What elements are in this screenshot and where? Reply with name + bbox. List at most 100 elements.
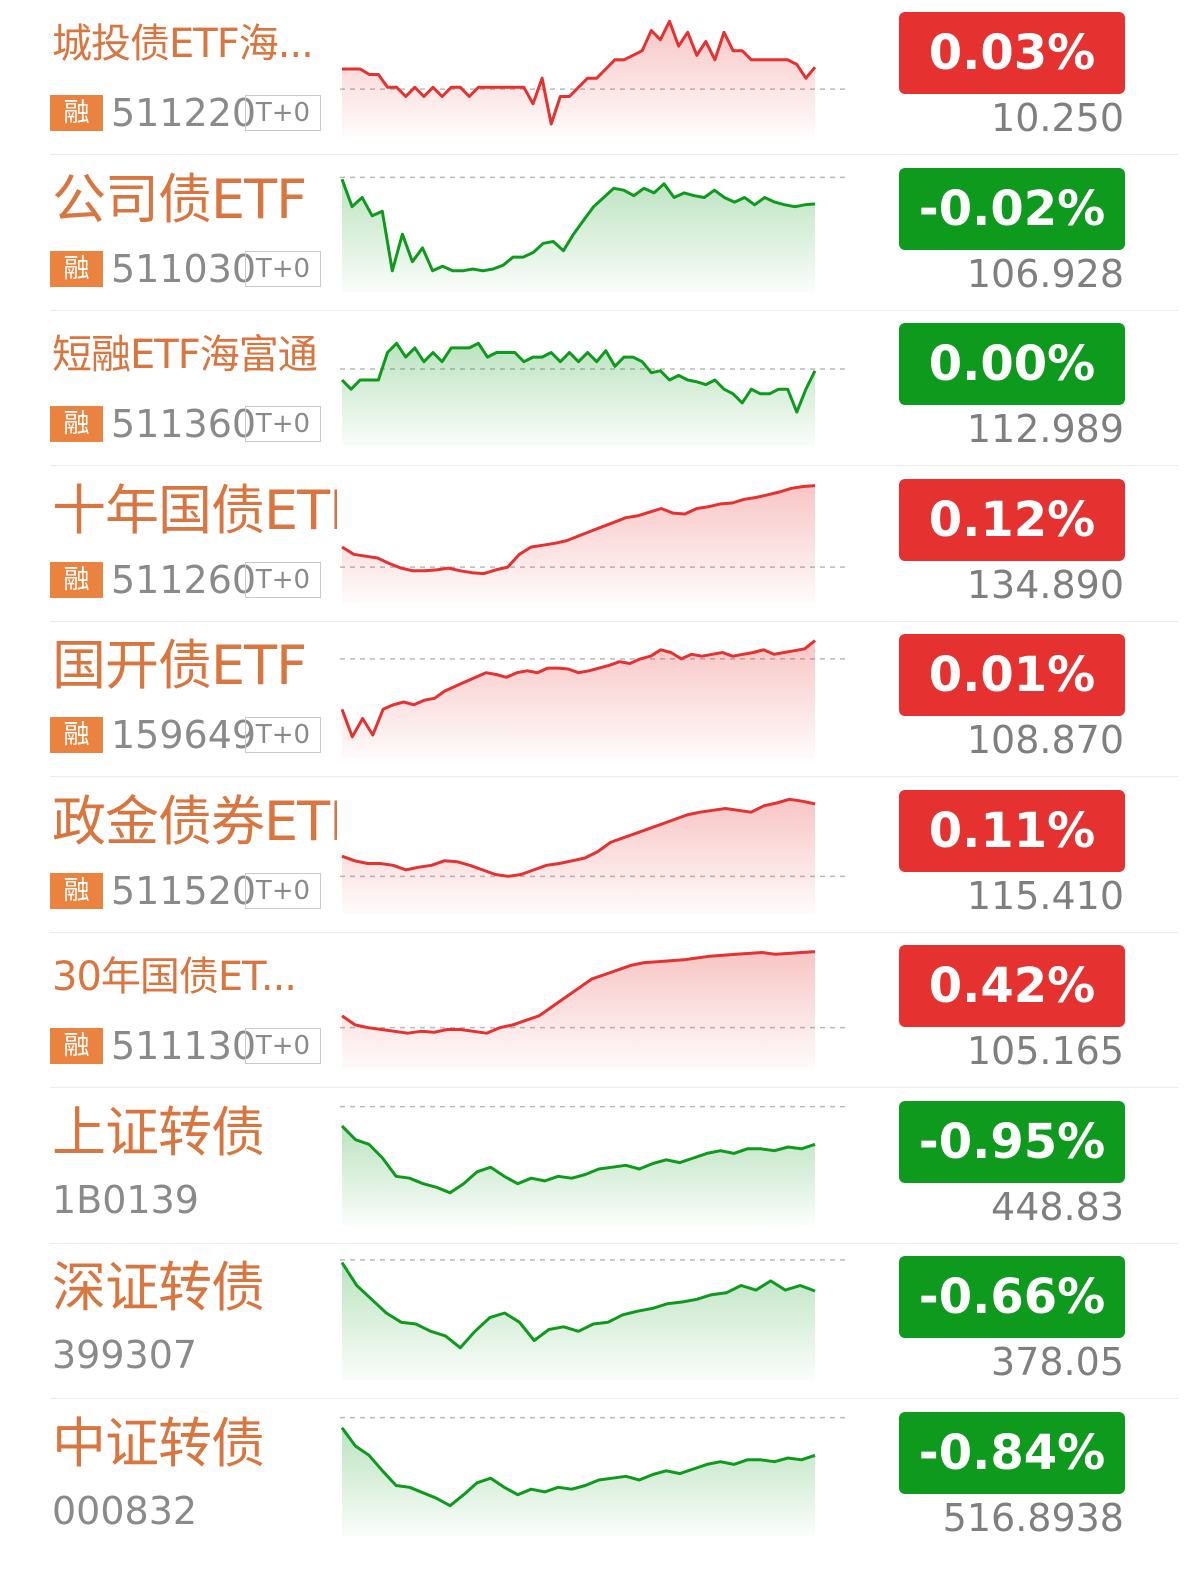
row-divider — [50, 1242, 1178, 1244]
security-code: 511260 — [111, 557, 257, 602]
security-code: 511220 — [111, 91, 257, 135]
t0-badge: T+0 — [245, 406, 321, 442]
security-name: 30年国债ET... — [52, 954, 297, 1000]
t0-badge: T+0 — [245, 250, 321, 287]
last-price: 106.928 — [966, 251, 1124, 296]
sparkline-area — [342, 640, 815, 758]
security-code: 511360 — [111, 402, 257, 446]
security-code: 1B0139 — [52, 1177, 199, 1222]
sparkline-line — [341, 483, 816, 575]
t0-badge: T+0 — [245, 561, 321, 598]
change-percent-badge[interactable]: 0.12% — [899, 478, 1125, 561]
quote-row[interactable]: 中证转债 000832 -0.84% 516.8938 — [0, 1400, 1196, 1555]
last-price: 10.250 — [991, 96, 1124, 140]
sparkline-area — [342, 178, 815, 292]
security-name: 上证转债 — [52, 1100, 265, 1164]
sparkline-line — [340, 1426, 816, 1507]
last-price: 378.05 — [991, 1340, 1124, 1384]
intraday-sparkline — [340, 950, 845, 1069]
sparkline-line — [342, 19, 817, 126]
last-price: 516.8938 — [942, 1495, 1124, 1540]
sparkline-line — [340, 1124, 816, 1194]
intraday-sparkline — [340, 1259, 845, 1380]
row-divider — [50, 620, 1178, 622]
security-code: 159649 — [111, 713, 257, 757]
row-divider — [50, 465, 1178, 466]
row-divider — [50, 931, 1178, 933]
quote-row[interactable]: 上证转债 1B0139 -0.95% 448.83 — [0, 1089, 1196, 1244]
sparkline-area — [342, 951, 815, 1069]
security-code: 399307 — [52, 1333, 198, 1377]
row-divider — [50, 309, 1178, 311]
change-percent-badge[interactable]: 0.03% — [899, 12, 1125, 94]
sparkline-line — [340, 178, 816, 272]
last-price: 108.870 — [966, 718, 1124, 762]
security-name: 深证转债 — [52, 1256, 265, 1319]
security-name: 十年国债ETF — [52, 478, 337, 542]
intraday-sparkline — [340, 341, 845, 447]
quote-row[interactable]: 短融ETF海富通融 511360 T+0 0.00% 112.989 — [0, 311, 1196, 466]
t0-badge: T+0 — [245, 1028, 321, 1064]
security-name: 国开债ETF — [52, 634, 307, 697]
quote-row[interactable]: 公司债ETF 融 511030 T+0 -0.02% 106.928 — [0, 156, 1196, 311]
margin-badge: 融 — [50, 250, 103, 287]
t0-badge: T+0 — [245, 717, 321, 753]
security-code: 511520 — [111, 868, 257, 913]
intraday-sparkline — [340, 1105, 845, 1225]
intraday-sparkline — [340, 1416, 845, 1536]
last-price: 134.890 — [966, 562, 1124, 607]
margin-badge: 融 — [50, 872, 103, 909]
sparkline-area — [342, 798, 815, 914]
sparkline-area — [342, 21, 815, 136]
security-name: 政金债券ETF — [52, 789, 337, 853]
sparkline-area — [342, 485, 815, 603]
security-name: 短融ETF海富通 — [52, 332, 318, 378]
row-divider — [50, 776, 1178, 777]
sparkline-area — [342, 1427, 815, 1536]
row-divider — [50, 1087, 1178, 1088]
sparkline-line — [341, 950, 816, 1035]
row-divider — [50, 1398, 1178, 1399]
quote-row[interactable]: 深证转债 399307 -0.66% 378.05 — [0, 1244, 1196, 1399]
security-name: 城投债ETF海... — [52, 21, 314, 67]
change-percent-badge[interactable]: 0.11% — [899, 789, 1125, 872]
change-percent-badge[interactable]: -0.95% — [899, 1100, 1125, 1183]
security-code: 511130 — [111, 1024, 257, 1068]
t0-badge: T+0 — [245, 872, 321, 909]
intraday-sparkline — [340, 176, 845, 292]
sparkline-area — [342, 343, 815, 447]
margin-badge: 融 — [50, 561, 103, 598]
security-code: 511030 — [111, 246, 257, 291]
intraday-sparkline — [340, 797, 845, 914]
margin-badge: 融 — [50, 95, 103, 131]
sparkline-area — [342, 1262, 815, 1380]
change-percent-badge[interactable]: 0.01% — [899, 634, 1125, 716]
quote-row[interactable]: 30年国债ET... 融 511130 T+0 0.42% 105.165 — [0, 933, 1196, 1088]
quote-row[interactable]: 十年国债ETF 融 511260 T+0 0.12% 134.890 — [0, 467, 1196, 622]
change-percent-badge[interactable]: 0.42% — [899, 945, 1125, 1027]
last-price: 448.83 — [991, 1184, 1124, 1229]
quote-row[interactable]: 国开债ETF 融 159649 T+0 0.01% 108.870 — [0, 622, 1196, 777]
intraday-sparkline — [340, 639, 845, 758]
change-percent-badge[interactable]: -0.84% — [899, 1411, 1125, 1494]
quote-row[interactable]: 城投债ETF海... 融 511220 T+0 0.03% 10.250 — [0, 0, 1196, 155]
change-percent-badge[interactable]: -0.66% — [899, 1256, 1125, 1338]
intraday-sparkline — [340, 19, 845, 136]
security-name: 中证转债 — [52, 1411, 265, 1475]
security-code: 000832 — [52, 1488, 198, 1533]
margin-badge: 融 — [50, 1028, 103, 1064]
change-percent-badge[interactable]: 0.00% — [899, 323, 1125, 405]
security-name: 公司债ETF — [52, 167, 307, 231]
last-price: 112.989 — [966, 407, 1124, 451]
row-divider — [50, 154, 1178, 155]
sparkline-line — [340, 341, 817, 414]
quote-row[interactable]: 政金债券ETF 融 511520 T+0 0.11% 115.410 — [0, 778, 1196, 933]
margin-badge: 融 — [50, 717, 103, 753]
sparkline-line — [341, 797, 816, 878]
sparkline-line — [340, 1261, 816, 1350]
intraday-sparkline — [340, 483, 845, 603]
margin-badge: 融 — [50, 406, 103, 442]
last-price: 105.165 — [966, 1029, 1124, 1073]
sparkline-line — [340, 639, 816, 739]
change-percent-badge[interactable]: -0.02% — [899, 167, 1125, 250]
